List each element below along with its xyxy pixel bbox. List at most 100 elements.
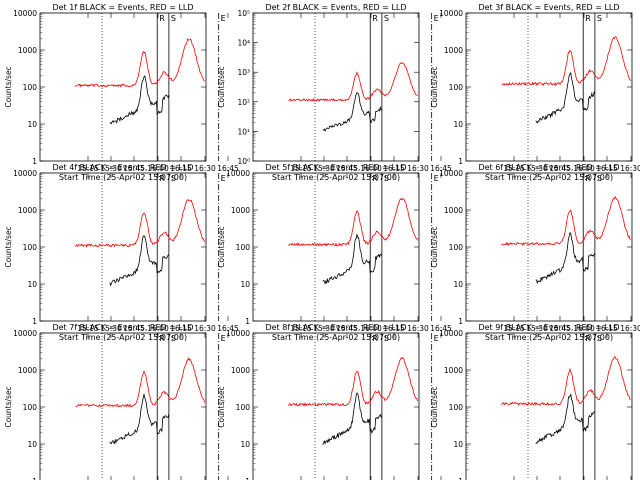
- x-tick-label: 16:00: [147, 324, 169, 333]
- lld-series-line: [75, 198, 206, 248]
- x-tick-label: 15:45: [549, 324, 571, 333]
- x-tick-label: 15:45: [123, 164, 145, 173]
- panel-det-4: Det 4f BLACK = Events, RED = LLD 1 10 100 10…: [4, 163, 239, 342]
- y-axis-label: Counts/sec: [4, 386, 13, 427]
- x-tick-label: 16:45: [217, 164, 239, 173]
- x-tick-label: 16:30: [194, 324, 216, 333]
- x-axis-label: Start Time (25-Apr-02 15:07:00): [272, 333, 400, 342]
- y-tick-label: 100: [23, 83, 38, 92]
- y-tick-label: 1: [32, 317, 37, 326]
- x-tick-label: 16:30: [407, 324, 429, 333]
- y-tick-label: 10000: [226, 329, 250, 338]
- panel-det-8: Det 8f BLACK = Events, RED = LLD 1 10 100 10…: [217, 323, 442, 480]
- y-tick-label: 100: [23, 403, 38, 412]
- lld-series-line: [288, 356, 419, 407]
- panel-title: Det 4f BLACK = Events, RED = LLD: [52, 163, 193, 172]
- y-tick-label: 1: [458, 157, 463, 166]
- marker-letter: R: [159, 174, 165, 183]
- x-tick-label: 16:00: [360, 324, 382, 333]
- marker-letter: S: [384, 334, 389, 343]
- x-tick-label: 16:00: [573, 324, 595, 333]
- marker-letter: E: [221, 174, 226, 183]
- y-tick-label: 10: [453, 280, 463, 289]
- y-tick-label: 10: [27, 120, 37, 129]
- y-tick-label: 10²: [237, 98, 250, 107]
- marker-letter: S: [171, 174, 176, 183]
- marker-letter: E: [221, 334, 226, 343]
- x-tick-label: 16:30: [194, 164, 216, 173]
- x-axis-label: Start Time (25-Apr-02 15:07:00): [59, 173, 187, 182]
- x-tick-label: 15:45: [336, 164, 358, 173]
- y-tick-label: 1: [245, 477, 250, 480]
- y-tick-label: 1000: [444, 206, 463, 215]
- x-tick-label: 15:15: [290, 324, 312, 333]
- y-tick-label: 1: [32, 157, 37, 166]
- x-tick-label: 16:15: [596, 324, 618, 333]
- x-tick-label: 15:15: [503, 324, 525, 333]
- x-tick-label: 16:30: [407, 164, 429, 173]
- panel-det-1: Det 1f BLACK = Events, RED = LLD 1 10 100 10…: [4, 3, 239, 182]
- y-tick-label: 10⁰: [237, 157, 250, 166]
- x-axis-label: Start Time (25-Apr-02 15:07:00): [485, 173, 613, 182]
- panel-title: Det 5f BLACK = Events, RED = LLD: [265, 163, 406, 172]
- marker-letter: S: [597, 334, 602, 343]
- y-tick-label: 1000: [18, 206, 37, 215]
- marker-letter: S: [171, 14, 176, 23]
- x-axis-label: Start Time (25-Apr-02 15:07:00): [59, 333, 187, 342]
- marker-letter: S: [597, 14, 602, 23]
- x-tick-label: 15:15: [503, 164, 525, 173]
- y-tick-label: 10⁴: [237, 39, 250, 48]
- x-tick-label: 16:00: [360, 164, 382, 173]
- x-tick-label: 15:30: [313, 324, 335, 333]
- x-tick-label: 15:15: [77, 324, 99, 333]
- y-tick-label: 100: [236, 243, 251, 252]
- panel-title: Det 7f BLACK = Events, RED = LLD: [52, 323, 193, 332]
- x-tick-label: 16:00: [147, 164, 169, 173]
- y-tick-label: 1000: [231, 366, 250, 375]
- events-series-line: [109, 75, 170, 125]
- panel-title: Det 8f BLACK = Events, RED = LLD: [265, 323, 406, 332]
- x-axis-label: Start Time (25-Apr-02 15:07:00): [272, 173, 400, 182]
- x-tick-label: 15:30: [526, 164, 548, 173]
- y-tick-label: 10: [453, 120, 463, 129]
- lld-series-line: [288, 197, 419, 247]
- y-tick-label: 10000: [13, 329, 37, 338]
- x-tick-label: 15:30: [100, 324, 122, 333]
- marker-letter: R: [585, 174, 591, 183]
- y-tick-label: 10: [27, 440, 37, 449]
- lld-series-line: [501, 36, 632, 86]
- lld-series-line: [501, 356, 631, 406]
- lld-series-line: [75, 357, 206, 408]
- x-tick-label: 16:45: [217, 324, 239, 333]
- panel-det-2: Det 2f BLACK = Events, RED = LLD 10⁰ 10¹ 10…: [217, 3, 452, 182]
- y-tick-label: 1: [245, 317, 250, 326]
- panel-det-6: Det 6f BLACK = Events, RED = LLD 1 10 100 10…: [430, 163, 640, 342]
- y-tick-label: 10⁵: [237, 9, 250, 18]
- marker-letter: R: [159, 334, 165, 343]
- events-series-line: [109, 392, 170, 445]
- marker-letter: E: [221, 14, 226, 23]
- y-tick-label: 1000: [444, 46, 463, 55]
- y-tick-label: 10000: [439, 329, 463, 338]
- x-tick-label: 15:30: [313, 164, 335, 173]
- marker-letter: E: [434, 334, 439, 343]
- x-tick-label: 16:45: [430, 164, 452, 173]
- marker-letter: R: [372, 14, 378, 23]
- plot-frame: [252, 332, 420, 480]
- lld-series-line: [501, 195, 631, 247]
- marker-letter: R: [585, 334, 591, 343]
- y-axis-label: Counts/sec: [430, 226, 439, 267]
- marker-letter: E: [434, 174, 439, 183]
- x-tick-label: 15:45: [123, 324, 145, 333]
- y-tick-label: 100: [449, 83, 464, 92]
- panel-det-7: Det 7f BLACK = Events, RED = LLD 1 10 100 10…: [4, 323, 229, 480]
- panel-det-3: Det 3f BLACK = Events, RED = LLD 1 10 100 10…: [430, 3, 640, 182]
- x-tick-label: 15:45: [549, 164, 571, 173]
- events-series-line: [322, 234, 383, 285]
- marker-letter: R: [372, 174, 378, 183]
- y-tick-label: 1: [458, 477, 463, 480]
- marker-letter: R: [372, 334, 378, 343]
- x-tick-label: 16:15: [170, 324, 192, 333]
- y-tick-label: 10¹: [237, 127, 250, 136]
